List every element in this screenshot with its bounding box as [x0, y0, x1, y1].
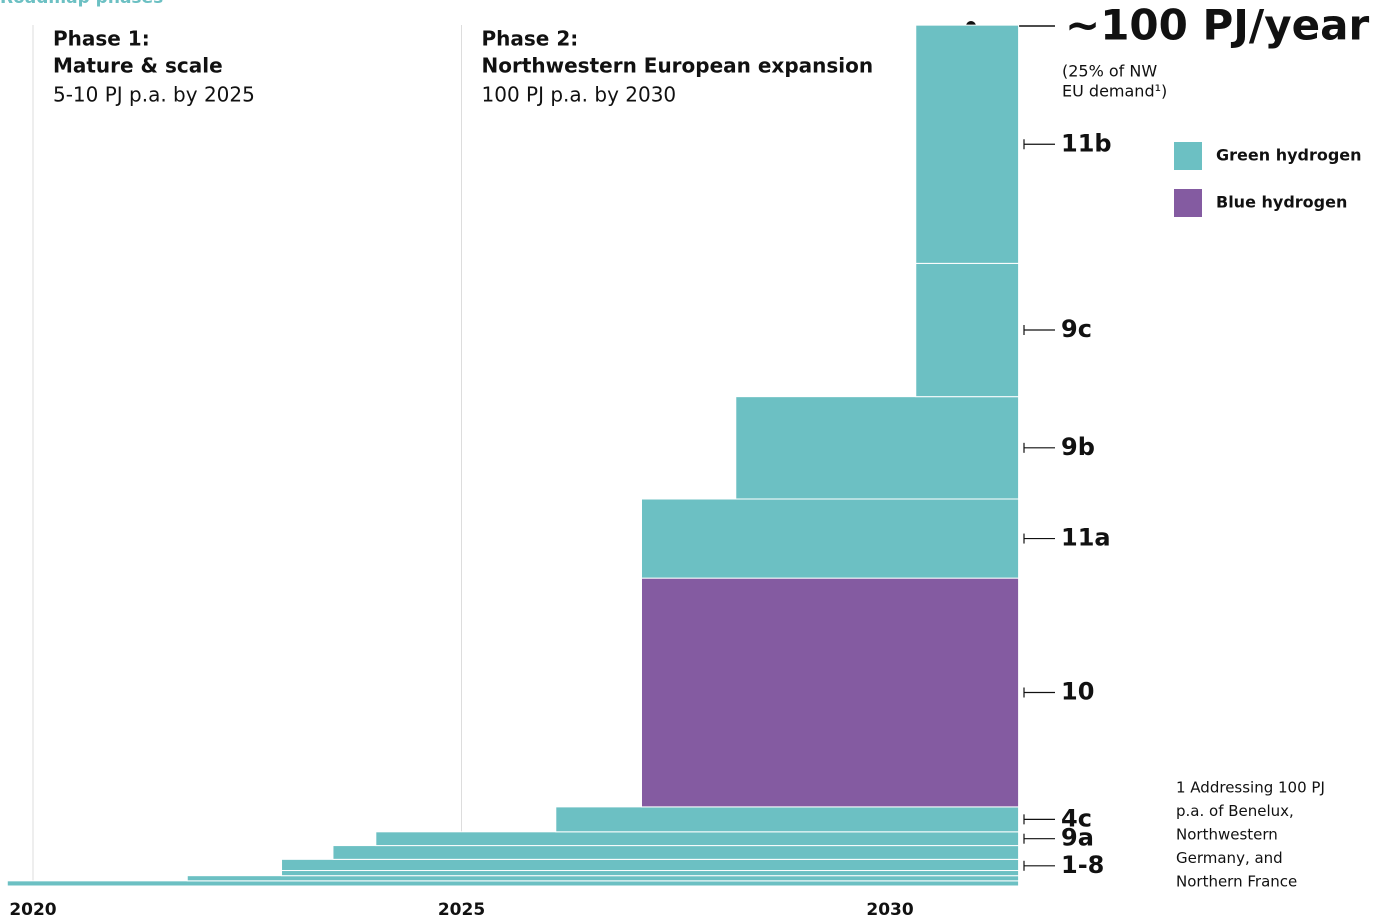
group-label: 10 [1061, 678, 1094, 706]
segment [281, 870, 1020, 877]
segment [332, 845, 1020, 860]
x-tick-label: 2025 [438, 900, 485, 920]
group-label: 9c [1061, 315, 1092, 343]
segment [640, 577, 1020, 808]
legend-swatch [1174, 142, 1202, 170]
phase-target: 100 PJ p.a. by 2030 [482, 83, 677, 107]
group-label: 11a [1061, 524, 1111, 552]
group-label: 1-8 [1061, 851, 1104, 879]
segment [555, 806, 1020, 833]
x-tick-label: 2020 [9, 900, 56, 920]
chart-title: Roadmap phases [0, 0, 163, 8]
total-note: (25% of NW [1062, 62, 1157, 81]
phase-name: Northwestern European expansion [482, 54, 874, 78]
segment [281, 858, 1020, 872]
group-label: 11b [1061, 129, 1112, 157]
total-label: ~100 PJ/year [1065, 1, 1369, 50]
legend-label: Green hydrogen [1216, 146, 1362, 165]
footnote: Northern France [1176, 873, 1297, 891]
legend-label: Blue hydrogen [1216, 193, 1347, 212]
group-label: 4c [1061, 804, 1092, 832]
legend-swatch [1174, 189, 1202, 217]
footnote: Germany, and [1176, 849, 1283, 867]
segment [6, 880, 1020, 887]
footnote: Northwestern [1176, 826, 1278, 844]
phase-heading: Phase 2: [482, 27, 579, 51]
segment [640, 498, 1020, 579]
phase-target: 5-10 PJ p.a. by 2025 [53, 83, 255, 107]
segment [915, 24, 1020, 264]
segment [375, 831, 1020, 847]
segment [735, 396, 1020, 500]
footnote: 1 Addressing 100 PJ [1176, 779, 1325, 797]
group-label: 9a [1061, 824, 1094, 852]
group-label: 9b [1061, 433, 1095, 461]
footnote: p.a. of Benelux, [1176, 802, 1294, 820]
segment [186, 875, 1020, 882]
phase-name: Mature & scale [53, 54, 223, 78]
phase-heading: Phase 1: [53, 27, 150, 51]
total-note: EU demand¹) [1062, 82, 1167, 101]
x-tick-label: 2030 [866, 900, 913, 920]
segment [915, 262, 1020, 398]
